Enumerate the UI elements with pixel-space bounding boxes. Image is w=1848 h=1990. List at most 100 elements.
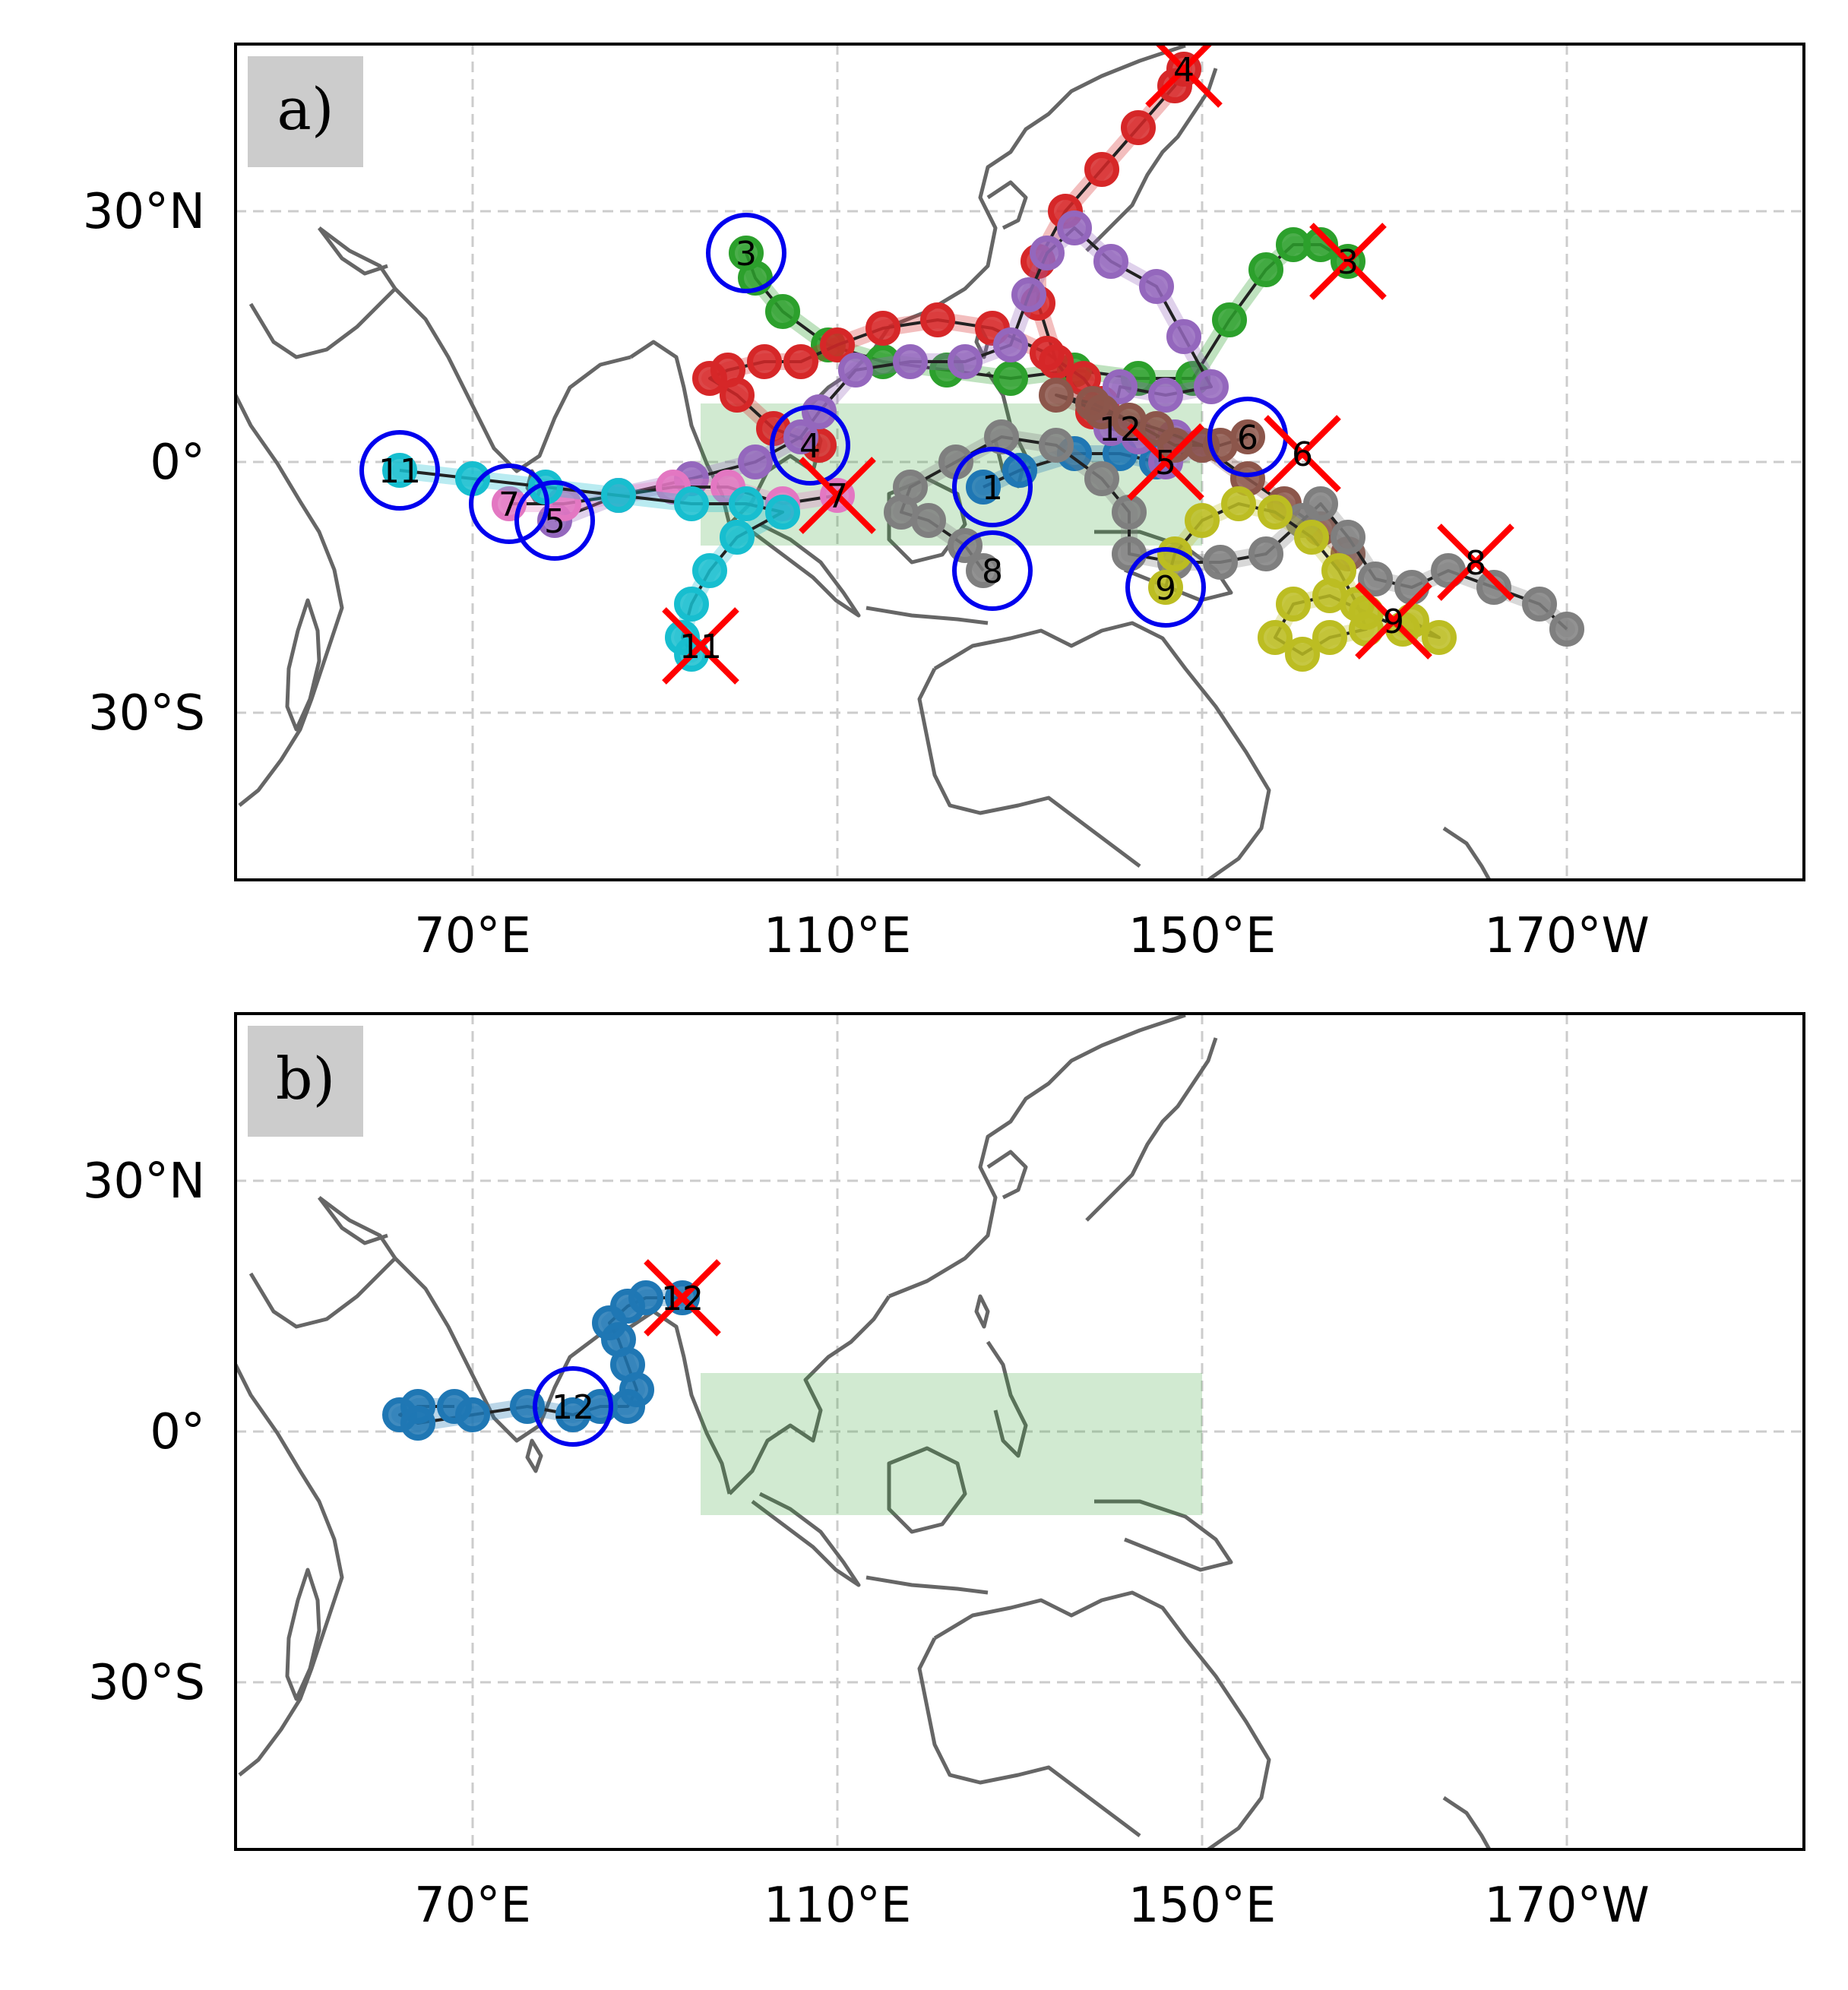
track-point-8-7 — [1039, 428, 1074, 463]
track-point-9-4 — [1258, 495, 1293, 530]
coast-indochina — [728, 1295, 891, 1495]
track-point-8-15 — [1303, 486, 1338, 521]
genesis-circle-3 — [706, 213, 786, 293]
track-point-11-0 — [382, 453, 417, 488]
track-point-6-6 — [1084, 394, 1119, 429]
genesis-label-8: 8 — [982, 552, 1003, 591]
genesis-circle-9 — [1125, 547, 1206, 628]
coast-korea — [986, 180, 1028, 230]
track-point-9-13 — [1312, 578, 1347, 613]
lat-tick-label-2: 30°S — [88, 685, 205, 742]
decay-label-7: 7 — [827, 477, 848, 516]
lon-tick-label-1: 110°E — [764, 1878, 912, 1934]
coast-philippines — [986, 1340, 1028, 1458]
decay-cross-b-7 — [799, 457, 876, 534]
genesis-circle-1 — [952, 447, 1033, 527]
track-point-5-5 — [802, 394, 837, 429]
track-point-5-3 — [738, 445, 773, 479]
decay-label-8: 8 — [1465, 544, 1486, 583]
coast-australia-west — [917, 667, 1141, 868]
decay-label-4: 4 — [1173, 51, 1195, 90]
coast-new-zealand — [1442, 1795, 1492, 1849]
coast-china — [888, 44, 1186, 329]
region-box — [701, 1373, 1202, 1515]
panel-a-storm-tracks — [382, 52, 1584, 672]
genesis-circle-7 — [469, 463, 549, 544]
track-point-12-3 — [400, 1406, 435, 1441]
decay-cross-b-12 — [644, 1259, 721, 1337]
decay-label-5: 5 — [1155, 444, 1176, 482]
track-point-9-11 — [1258, 620, 1293, 655]
track-point-12-14 — [628, 1280, 663, 1315]
coast-africa — [236, 394, 344, 807]
panel-b-markers: 12 12 — [533, 1259, 721, 1447]
coast-sumatra — [751, 1492, 861, 1587]
genesis-label-7: 7 — [498, 486, 520, 524]
panel-b-storm-tracks — [382, 1280, 1202, 1515]
track-point-5-12 — [1057, 210, 1092, 245]
decay-cross-b-6 — [1264, 415, 1341, 492]
coast-japan — [1085, 68, 1218, 252]
track-point-9-16 — [1422, 620, 1457, 655]
track-point-9-14 — [1349, 595, 1384, 630]
track-point-8-17 — [1358, 562, 1393, 596]
track-point-5-7 — [893, 344, 928, 379]
lat-tick-label-1: 0° — [150, 1404, 205, 1460]
track-point-9-9 — [1312, 620, 1347, 655]
track-point-5-4 — [783, 419, 818, 454]
track-point-4-20 — [1121, 110, 1156, 145]
decay-label-3: 3 — [1337, 243, 1359, 282]
track-point-5-18 — [1103, 369, 1138, 404]
panel-a-label: a) — [277, 75, 334, 143]
track-point-8-10 — [1112, 536, 1147, 571]
track-point-4-9 — [920, 302, 955, 337]
coast-india — [394, 287, 631, 473]
decay-label-9: 9 — [1383, 603, 1404, 641]
panel-b-background — [236, 1014, 1804, 1849]
track-point-8-18 — [1394, 570, 1429, 605]
track-point-8-4 — [893, 470, 928, 505]
track-point-5-17 — [1148, 378, 1183, 413]
coast-java — [865, 606, 989, 625]
track-point-11-7 — [720, 520, 755, 555]
decay-cross-b-9 — [1355, 582, 1432, 660]
coast-china — [888, 1014, 1186, 1299]
panel-a-label-box — [248, 56, 363, 167]
track-point-11-8 — [692, 553, 727, 588]
lon-tick-label-3: 170°W — [1484, 1878, 1649, 1934]
genesis-label-11: 11 — [378, 452, 421, 491]
track-point-4-19 — [1084, 152, 1119, 187]
genesis-label-9: 9 — [1155, 569, 1176, 608]
panel-a-tick-labels: 70°E 110°E 150°E 170°W 30°N 0° 30°S — [83, 184, 1650, 964]
decay-label-6: 6 — [1292, 435, 1313, 474]
coast-taiwan — [974, 1294, 990, 1329]
track-point-11-5 — [729, 486, 764, 521]
track-point-6-7 — [1139, 411, 1174, 446]
coast-java — [865, 1575, 989, 1595]
track-point-8-12 — [1203, 545, 1238, 580]
decay-cross-b-11 — [662, 607, 739, 685]
lon-tick-label-1: 110°E — [764, 908, 912, 964]
lon-tick-label-0: 70°E — [414, 908, 531, 964]
coast-arabia — [248, 1196, 397, 1329]
track-point-9-2 — [1185, 503, 1220, 538]
coast-australia — [933, 1590, 1271, 1849]
decay-cross-b-5 — [1127, 423, 1204, 501]
track-point-5-6 — [838, 353, 873, 388]
coast-persian-gulf — [318, 226, 388, 276]
lat-tick-label-0: 30°N — [83, 1153, 205, 1210]
panel-b-tick-labels: 70°E 110°E 150°E 170°W 30°N 0° 30°S — [83, 1153, 1650, 1934]
track-point-4-4 — [710, 353, 745, 388]
track-point-4-5 — [747, 344, 782, 379]
track-point-3-6 — [993, 361, 1028, 396]
track-point-8-19 — [1431, 553, 1466, 588]
track-point-8-21 — [1522, 587, 1557, 622]
track-point-4-6 — [783, 344, 818, 379]
decay-label-12: 12 — [661, 1280, 704, 1318]
coast-persian-gulf — [318, 1196, 388, 1245]
coast-new-guinea — [1094, 1499, 1233, 1572]
panel-a-frame — [234, 43, 1805, 881]
